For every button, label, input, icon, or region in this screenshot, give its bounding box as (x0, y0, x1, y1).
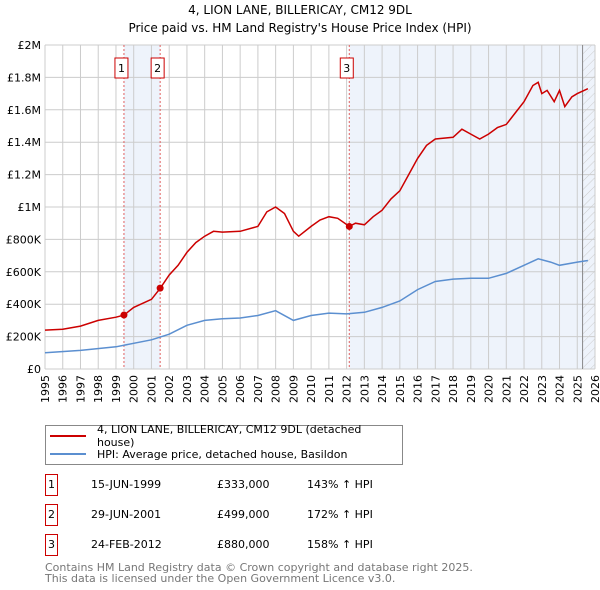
x-tick-label: 2005 (216, 375, 229, 403)
x-tick-label: 2012 (341, 375, 354, 403)
footer-line: Contains HM Land Registry data © Crown c… (45, 561, 473, 574)
x-tick-label: 2024 (554, 375, 567, 403)
y-tick-label: £2M (18, 39, 42, 52)
x-tick-label: 2022 (518, 375, 531, 403)
sale-date: 29-JUN-2001 (91, 508, 162, 521)
sale-hpi: 158% ↑ HPI (307, 538, 373, 551)
sale-marker-box (150, 57, 165, 79)
x-tick-label: 2008 (270, 375, 283, 403)
sale-marker-box (339, 57, 354, 79)
x-tick-label: 2026 (589, 375, 600, 403)
x-tick-label: 2000 (128, 375, 141, 403)
legend-item-hpi: HPI: Average price, detached house, Basi… (50, 445, 347, 463)
legend: 4, LION LANE, BILLERICAY, CM12 9DL (deta… (45, 423, 403, 465)
sale-marker-label: 1 (118, 62, 125, 75)
y-tick-label: £0 (27, 363, 41, 376)
footer: Contains HM Land Registry data © Crown c… (45, 562, 473, 584)
x-tick-label: 1997 (74, 375, 87, 403)
x-tick-label: 2020 (483, 375, 496, 403)
legend-swatch-blue (50, 453, 86, 455)
sale-row: 2 29-JUN-2001 £499,000 172% ↑ HPI (45, 504, 545, 526)
x-tick-label: 2017 (429, 375, 442, 403)
sale-row: 3 24-FEB-2012 £880,000 158% ↑ HPI (45, 534, 545, 556)
y-tick-label: £200K (6, 331, 42, 344)
series-line (44, 258, 589, 354)
x-tick-label: 2001 (145, 375, 158, 403)
legend-item-property: 4, LION LANE, BILLERICAY, CM12 9DL (deta… (50, 423, 402, 449)
x-tick-label: 1995 (39, 375, 52, 403)
x-tick-label: 2016 (412, 375, 425, 403)
x-tick-label: 1999 (110, 375, 123, 403)
sale-marker: 3 (45, 534, 58, 556)
x-tick-label: 2021 (500, 375, 513, 403)
x-tick-label: 2011 (323, 375, 336, 403)
x-tick-label: 1996 (57, 375, 70, 403)
x-tick-label: 1998 (92, 375, 105, 403)
chart-title: 4, LION LANE, BILLERICAY, CM12 9DL (188, 3, 412, 17)
sale-hpi: 172% ↑ HPI (307, 508, 373, 521)
sale-marker: 1 (45, 474, 58, 496)
sale-date: 24-FEB-2012 (91, 538, 162, 551)
legend-label: 4, LION LANE, BILLERICAY, CM12 9DL (deta… (96, 423, 362, 449)
legend-swatch-red (50, 435, 86, 437)
y-tick-label: £1.8M (7, 71, 41, 84)
x-tick-label: 2006 (234, 375, 247, 403)
legend-label: HPI: Average price, detached house, Basi… (97, 447, 348, 461)
chart-subtitle: Price paid vs. HM Land Registry's House … (128, 21, 471, 35)
y-tick-label: £1.4M (7, 136, 41, 149)
x-tick-label: 2015 (394, 375, 407, 403)
x-tick-label: 2014 (376, 375, 389, 403)
sale-hpi: 143% ↑ HPI (307, 478, 373, 491)
sale-point (345, 222, 353, 230)
sale-marker-box (114, 57, 129, 79)
y-tick-label: £600K (6, 266, 42, 279)
x-tick-label: 2013 (358, 375, 371, 403)
y-tick-label: £1M (18, 201, 42, 214)
footer-line: This data is licensed under the Open Gov… (45, 572, 396, 585)
sale-marker-label: 2 (154, 62, 161, 75)
x-tick-label: 2010 (305, 375, 318, 403)
x-tick-label: 2019 (465, 375, 478, 403)
series-line (44, 81, 589, 331)
sale-marker-label: 3 (343, 62, 350, 75)
x-tick-label: 2007 (252, 375, 265, 403)
price-chart: 4, LION LANE, BILLERICAY, CM12 9DL Price… (6, 3, 600, 403)
y-tick-label: £400K (6, 298, 42, 311)
x-tick-label: 2004 (199, 375, 212, 403)
y-tick-label: £1.6M (7, 104, 41, 117)
x-tick-label: 2002 (163, 375, 176, 403)
sale-price: £333,000 (217, 478, 270, 491)
y-tick-label: £800K (6, 233, 42, 246)
x-tick-label: 2018 (447, 375, 460, 403)
sale-price: £880,000 (217, 538, 270, 551)
y-tick-label: £1.2M (7, 169, 41, 182)
x-tick-label: 2023 (536, 375, 549, 403)
x-tick-label: 2025 (571, 375, 584, 403)
sale-marker: 2 (45, 504, 58, 526)
x-tick-label: 2009 (287, 375, 300, 403)
sale-date: 15-JUN-1999 (91, 478, 162, 491)
sale-price: £499,000 (217, 508, 270, 521)
x-tick-label: 2003 (181, 375, 194, 403)
sale-point (120, 311, 128, 319)
sale-point (156, 284, 164, 292)
sale-row: 1 15-JUN-1999 £333,000 143% ↑ HPI (45, 474, 545, 496)
